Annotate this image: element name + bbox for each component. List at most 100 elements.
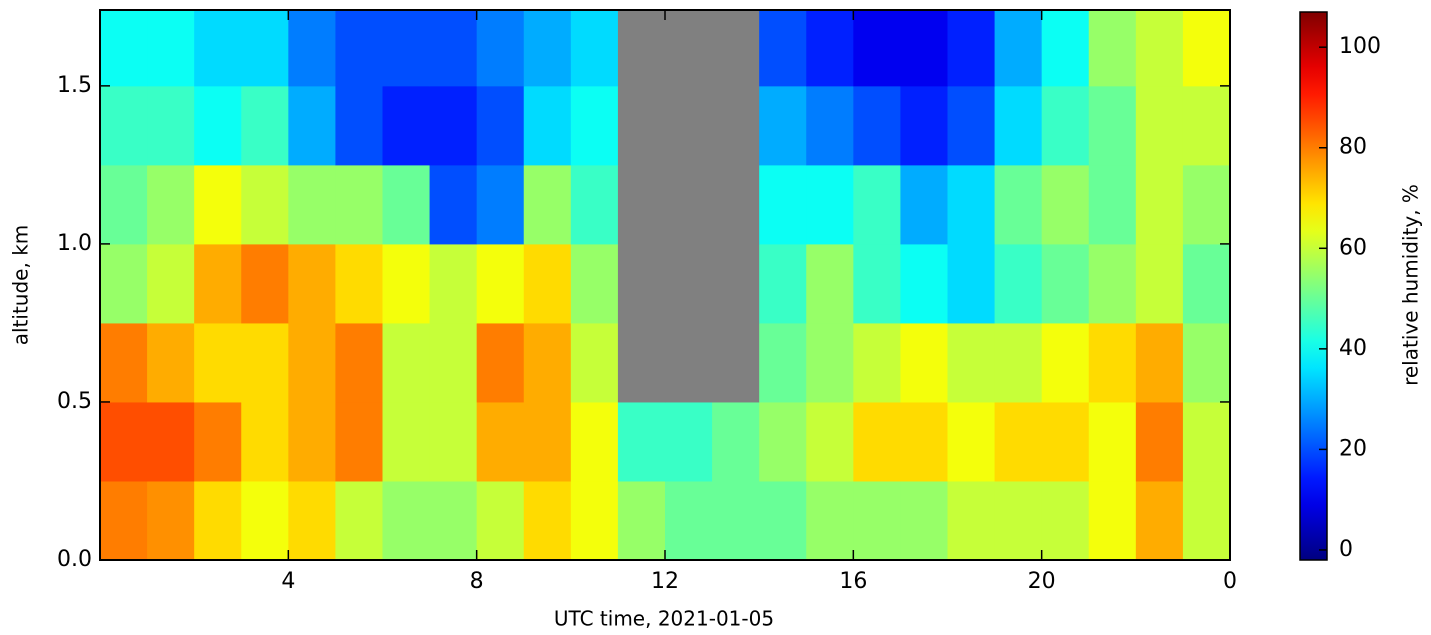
missing-cell xyxy=(665,164,713,245)
cell xyxy=(947,401,996,482)
cell xyxy=(1041,480,1090,561)
x-tick-label: 12 xyxy=(651,569,679,594)
cell xyxy=(900,85,948,166)
cell xyxy=(382,85,431,166)
cell xyxy=(853,322,901,403)
cell xyxy=(429,164,478,245)
cell xyxy=(1135,164,1184,245)
cell xyxy=(147,243,195,324)
cell xyxy=(853,85,901,166)
cell xyxy=(1135,401,1184,482)
cell xyxy=(570,480,619,561)
cell xyxy=(194,85,242,166)
cell xyxy=(194,164,242,245)
cell xyxy=(335,164,383,245)
cell xyxy=(1088,401,1137,482)
cell xyxy=(806,243,854,324)
missing-cell xyxy=(665,243,713,324)
cell xyxy=(570,243,619,324)
cell xyxy=(1135,10,1184,87)
cell xyxy=(947,164,996,245)
cell xyxy=(523,401,572,482)
missing-cell xyxy=(665,85,713,166)
cell xyxy=(523,164,572,245)
cell xyxy=(335,85,383,166)
cell xyxy=(947,85,996,166)
x-tick-label: 16 xyxy=(839,569,867,594)
cell xyxy=(476,322,525,403)
cell xyxy=(759,322,807,403)
y-tick-label: 1.5 xyxy=(57,73,92,98)
cell xyxy=(335,243,383,324)
x-axis-label: UTC time, 2021-01-05 xyxy=(554,607,774,631)
y-tick-label: 0.0 xyxy=(57,547,92,572)
cell xyxy=(288,322,336,403)
cell xyxy=(994,480,1043,561)
cell xyxy=(335,480,383,561)
y-axis-label: altitude, km xyxy=(9,225,33,346)
cell xyxy=(382,401,431,482)
cell xyxy=(759,10,807,87)
cell xyxy=(1041,401,1090,482)
cell xyxy=(665,401,713,482)
cell xyxy=(147,401,195,482)
cell xyxy=(947,322,996,403)
cell xyxy=(900,401,948,482)
cell xyxy=(900,480,948,561)
colorbar-tick-label: 60 xyxy=(1339,235,1367,260)
cell xyxy=(194,10,242,87)
cell xyxy=(947,243,996,324)
cell xyxy=(523,322,572,403)
missing-cell xyxy=(712,10,760,87)
cell xyxy=(476,401,525,482)
cell xyxy=(1041,85,1090,166)
cell xyxy=(288,401,336,482)
cell xyxy=(1088,322,1137,403)
cell xyxy=(476,85,525,166)
cell xyxy=(806,164,854,245)
colorbar-tick-label: 40 xyxy=(1339,336,1367,361)
cell xyxy=(900,10,948,87)
cell xyxy=(570,322,619,403)
cell xyxy=(194,401,242,482)
colorbar xyxy=(1299,11,1328,561)
colorbar-tick-label: 20 xyxy=(1339,436,1367,461)
cell xyxy=(1088,10,1137,87)
cell xyxy=(147,10,195,87)
cell xyxy=(382,164,431,245)
cell xyxy=(100,401,148,482)
cell xyxy=(429,10,478,87)
cell xyxy=(288,85,336,166)
cell xyxy=(194,322,242,403)
cell xyxy=(1182,164,1231,245)
cell xyxy=(853,480,901,561)
cell xyxy=(759,480,807,561)
cell xyxy=(712,401,760,482)
cell xyxy=(900,164,948,245)
cell xyxy=(476,480,525,561)
cell xyxy=(617,401,666,482)
cell xyxy=(1135,243,1184,324)
cell xyxy=(665,480,713,561)
cell xyxy=(335,322,383,403)
cell xyxy=(1135,85,1184,166)
cell xyxy=(570,85,619,166)
cell xyxy=(570,10,619,87)
cell xyxy=(147,85,195,166)
cell xyxy=(1182,10,1231,87)
cell xyxy=(853,10,901,87)
cell xyxy=(900,322,948,403)
cell xyxy=(947,10,996,87)
cell xyxy=(994,401,1043,482)
cell xyxy=(147,164,195,245)
missing-cell xyxy=(665,10,713,87)
cell xyxy=(1088,243,1137,324)
cell xyxy=(147,480,195,561)
cell xyxy=(429,401,478,482)
cell xyxy=(241,322,289,403)
cell xyxy=(994,243,1043,324)
cell xyxy=(194,243,242,324)
cell xyxy=(994,85,1043,166)
cell xyxy=(523,85,572,166)
missing-cell xyxy=(712,322,760,403)
